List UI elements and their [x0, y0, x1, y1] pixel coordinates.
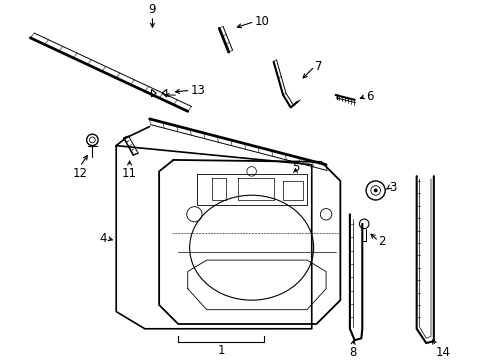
- Circle shape: [373, 189, 377, 192]
- Text: 7: 7: [314, 60, 322, 73]
- Text: 11: 11: [122, 167, 137, 180]
- Text: 9: 9: [148, 3, 156, 16]
- Text: 5: 5: [291, 161, 299, 174]
- Text: 4: 4: [99, 231, 106, 245]
- Text: 10: 10: [254, 15, 269, 28]
- Text: 12: 12: [72, 167, 87, 180]
- Text: 14: 14: [435, 346, 450, 359]
- Text: 2: 2: [378, 234, 385, 248]
- Text: 1: 1: [217, 344, 224, 357]
- Text: 3: 3: [388, 181, 396, 194]
- Text: 13: 13: [190, 84, 205, 97]
- Text: 8: 8: [348, 346, 356, 359]
- Text: 6: 6: [366, 90, 373, 103]
